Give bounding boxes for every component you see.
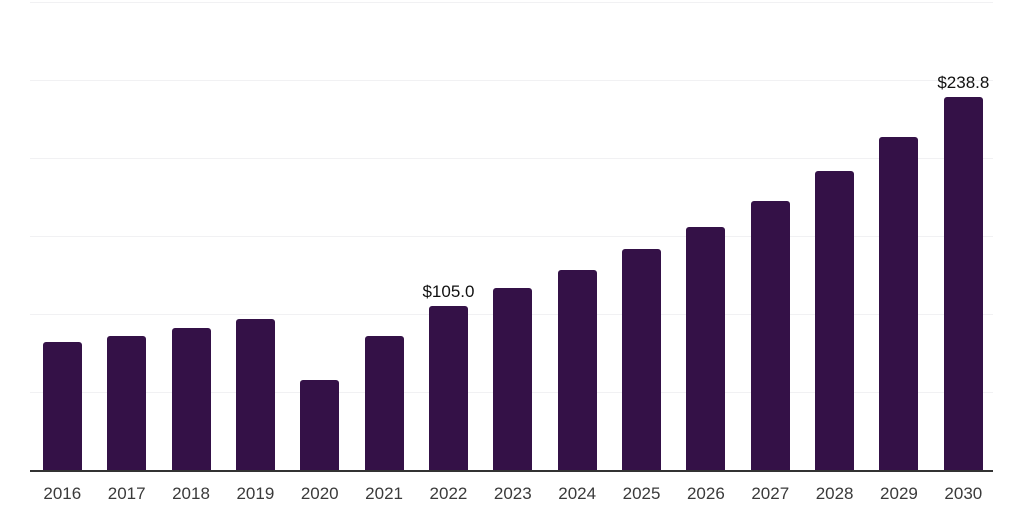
gridline-250 xyxy=(30,80,993,81)
x-tick-label-2030: 2030 xyxy=(944,484,983,503)
x-axis-line xyxy=(30,469,993,472)
bar-2028 xyxy=(815,171,855,470)
x-tick-label-2021: 2021 xyxy=(365,484,403,503)
x-tick-label-2020: 2020 xyxy=(300,484,339,503)
x-tick-label-2018: 2018 xyxy=(172,484,210,503)
bar-2026 xyxy=(686,226,726,470)
bar-2016 xyxy=(42,342,82,470)
x-tick-label-2028: 2028 xyxy=(815,484,854,503)
x-tick-label-2024: 2024 xyxy=(558,484,597,503)
bar-2021 xyxy=(364,336,404,470)
x-tick-label-2027: 2027 xyxy=(751,484,790,503)
gridline-200 xyxy=(30,158,993,159)
x-tick-label-2017: 2017 xyxy=(107,484,146,503)
bar-2019 xyxy=(235,318,275,470)
bar-2025 xyxy=(622,249,662,470)
x-tick-label-2023: 2023 xyxy=(493,484,532,503)
bar-2029 xyxy=(879,136,919,470)
x-tick-label-2019: 2019 xyxy=(236,484,275,503)
bar-2017 xyxy=(107,335,147,470)
x-tick-label-2016: 2016 xyxy=(43,484,82,503)
bar-2018 xyxy=(171,328,211,470)
x-tick-label-2029: 2029 xyxy=(880,484,918,503)
bar-2030 xyxy=(943,97,983,470)
x-tick-label-2022: 2022 xyxy=(429,484,468,503)
data-label-2022: $105.0 xyxy=(422,282,475,302)
bar-2020 xyxy=(300,380,340,470)
bar-2027 xyxy=(750,200,790,470)
data-label-2030: $238.8 xyxy=(937,73,990,93)
x-tick-label-2026: 2026 xyxy=(686,484,725,503)
x-tick-label-2025: 2025 xyxy=(622,484,661,503)
gridline-150 xyxy=(30,236,993,237)
gridline-300 xyxy=(30,2,993,3)
bar-2022 xyxy=(428,306,468,470)
bar-2024 xyxy=(557,270,597,470)
bar-2023 xyxy=(493,288,533,470)
